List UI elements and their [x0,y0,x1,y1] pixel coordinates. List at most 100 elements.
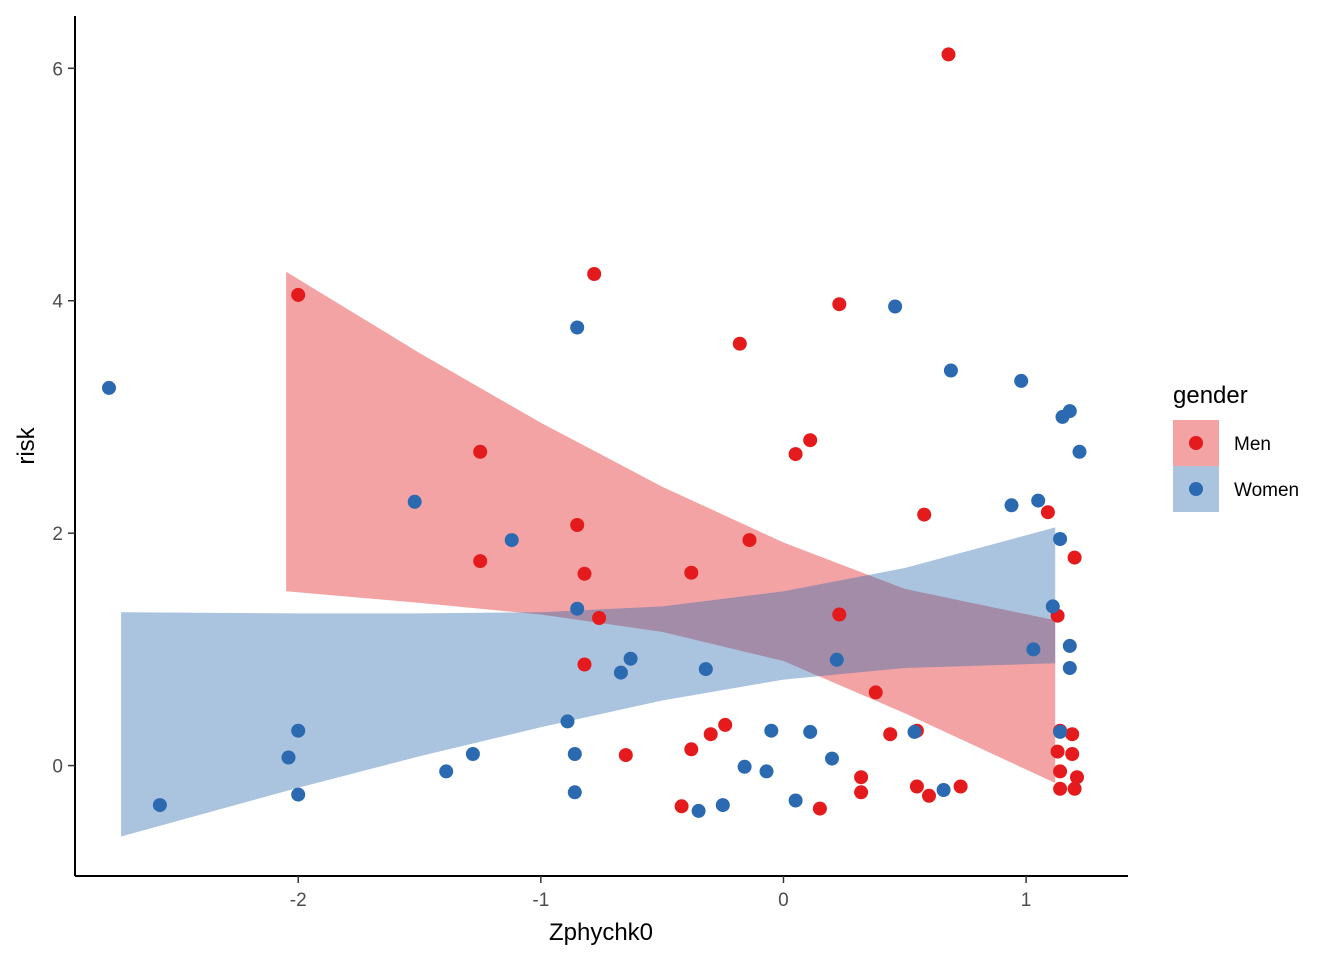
legend-item-men: Men [1173,420,1271,466]
confidence-band-women [121,527,1056,837]
point-women-12 [504,533,519,548]
point-women-27 [764,723,779,738]
point-men-8 [742,533,757,548]
y-ticks: 0 2 4 6 [52,59,75,778]
point-women-41 [936,783,951,797]
point-men-18 [577,657,592,672]
y-tick-label: 2 [52,524,63,545]
point-men-32 [1070,770,1084,785]
point-women-3 [943,363,958,378]
point-men-27 [684,742,699,757]
point-women-23 [281,750,296,765]
point-men-14 [577,566,592,581]
point-men-33 [854,785,869,800]
point-women-20 [613,665,628,680]
point-men-41 [941,47,956,62]
point-women-21 [698,662,713,677]
point-women-14 [1062,638,1077,653]
point-men-39 [674,799,689,814]
legend-item-women: Women [1173,466,1299,512]
point-women-1 [570,320,585,335]
point-women-17 [570,601,585,616]
point-men-28 [1050,744,1065,759]
point-women-15 [1026,642,1041,657]
point-men-16 [832,607,847,622]
point-women-25 [465,747,480,761]
point-women-32 [737,759,752,774]
point-men-30 [854,770,869,785]
point-women-4 [1014,373,1029,388]
point-women-29 [907,724,922,739]
point-men-12 [473,554,488,569]
point-women-6 [1055,409,1070,424]
point-women-11 [407,494,422,509]
y-tick-label: 0 [52,757,63,778]
point-women-8 [1004,498,1019,513]
legend-items: Men Women [1173,420,1299,512]
point-men-9 [917,507,932,522]
point-men-29 [1065,747,1080,761]
confidence-bands [121,271,1056,837]
point-men-7 [570,518,585,532]
point-men-0 [291,287,306,302]
point-women-40 [788,793,803,808]
confidence-band-men [286,271,1056,783]
point-women-26 [567,747,582,761]
point-women-31 [439,764,454,779]
point-men-10 [1040,505,1055,520]
point-women-7 [1072,444,1087,459]
point-women-13 [1045,599,1060,614]
point-women-2 [888,299,903,314]
legend: gender Men Women [1173,382,1299,512]
point-women-19 [623,651,638,666]
point-men-3 [732,336,747,351]
point-women-36 [567,785,582,800]
point-men-37 [1053,781,1068,796]
point-men-36 [953,779,968,794]
point-women-39 [715,798,730,813]
point-women-18 [829,652,844,667]
point-men-4 [473,444,488,459]
point-men-25 [1065,727,1080,742]
point-women-24 [560,714,575,729]
x-tick-label: -1 [532,890,549,911]
point-women-34 [825,751,839,766]
point-men-6 [788,447,803,462]
x-axis-title: Zphychk0 [549,919,653,946]
point-men-5 [803,433,818,448]
point-men-35 [922,788,936,803]
point-men-15 [592,611,607,625]
legend-marker-women [1189,482,1203,496]
legend-label-women: Women [1234,480,1299,501]
point-women-33 [759,764,774,779]
point-men-31 [1053,764,1068,779]
point-women-37 [152,798,167,813]
point-women-30 [1053,724,1068,739]
point-women-38 [691,803,706,818]
point-men-21 [703,727,718,742]
point-women-0 [102,380,116,395]
point-men-22 [883,727,898,742]
point-women-22 [291,723,306,738]
point-men-20 [718,717,733,732]
point-men-1 [587,267,602,281]
legend-label-men: Men [1234,434,1271,455]
point-women-10 [1053,532,1068,546]
point-men-26 [618,748,633,763]
legend-title: gender [1173,382,1248,409]
x-tick-label: 0 [778,890,789,911]
point-men-19 [868,685,883,700]
y-tick-label: 4 [52,292,63,313]
point-women-16 [1062,661,1077,675]
point-women-28 [803,724,818,739]
data-points [102,47,1087,818]
point-men-2 [832,297,847,312]
legend-marker-men [1189,436,1203,450]
y-axis-title: risk [13,426,40,464]
x-tick-label: -2 [290,890,307,911]
y-tick-label: 6 [52,59,63,80]
point-women-9 [1031,493,1046,508]
point-men-34 [909,779,924,794]
axes [74,16,1128,877]
